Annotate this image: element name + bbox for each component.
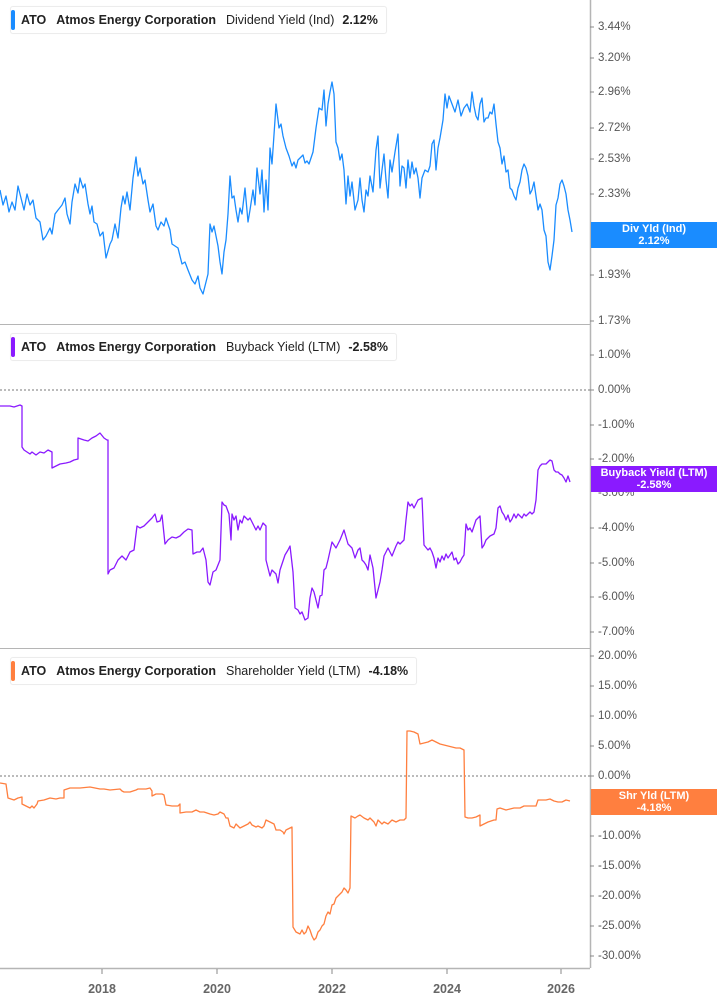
series-color-swatch [11, 10, 15, 30]
series-color-swatch [11, 337, 15, 357]
y-tick-label: -15.00% [598, 860, 641, 872]
ticker-label: ATO [21, 664, 47, 678]
company-label: Atmos Energy Corporation [56, 664, 216, 678]
y-tick-label: 3.20% [598, 52, 631, 64]
ticker-label: ATO [21, 13, 47, 27]
x-tick-label: 2022 [318, 982, 346, 996]
x-tick-label: 2018 [88, 982, 116, 996]
y-tick-label: -6.00% [598, 591, 635, 603]
x-tick-label: 2024 [433, 982, 461, 996]
flag-value: 2.12% [638, 235, 670, 247]
x-tick-marks [101, 969, 562, 974]
x-tick-label: 2020 [203, 982, 231, 996]
y-tick-label: 1.93% [598, 269, 631, 281]
y-tick-label: 0.00% [598, 770, 631, 782]
company-label: Atmos Energy Corporation [56, 13, 216, 27]
x-tick-label: 2026 [547, 982, 575, 996]
y-tick-label: -1.00% [598, 419, 635, 431]
flag-label: Div Yld (Ind) [622, 223, 686, 235]
company-label: Atmos Energy Corporation [56, 340, 216, 354]
metric-label: Buyback Yield (LTM) [225, 340, 341, 354]
y-tick-label: 2.53% [598, 153, 631, 165]
y-tick-label: 10.00% [598, 710, 638, 722]
metric-label: Shareholder Yield (LTM) [225, 664, 361, 678]
y-tick-label: -4.00% [598, 522, 635, 534]
current-value-flag-dividend: Div Yld (Ind) 2.12% [591, 222, 717, 248]
y-tick-label: -7.00% [598, 626, 635, 638]
flag-label: Buyback Yield (LTM) [600, 467, 708, 479]
y-tick-label: 2.33% [598, 188, 631, 200]
dividend-yield-line [0, 81, 573, 295]
legend-dividend-yield[interactable]: ATO Atmos Energy Corporation Dividend Yi… [10, 6, 387, 34]
y-tick-label: -10.00% [598, 830, 641, 842]
y-tick-marks [590, 26, 594, 957]
y-tick-label: 2.96% [598, 86, 631, 98]
metric-value: 2.12% [342, 13, 378, 27]
y-tick-label: 15.00% [598, 680, 638, 692]
buyback-yield-line [0, 404, 571, 621]
y-tick-label: 1.73% [598, 315, 631, 327]
y-tick-label: -5.00% [598, 557, 635, 569]
metric-value: -2.58% [348, 340, 388, 354]
flag-value: -4.18% [636, 802, 672, 814]
y-tick-label: -20.00% [598, 890, 641, 902]
y-tick-label: 1.00% [598, 349, 631, 361]
y-tick-label: -25.00% [598, 920, 641, 932]
y-tick-label: 20.00% [598, 650, 638, 662]
ticker-label: ATO [21, 340, 47, 354]
current-value-flag-buyback: Buyback Yield (LTM) -2.58% [591, 466, 717, 492]
flag-label: Shr Yld (LTM) [618, 790, 690, 802]
y-tick-label: 0.00% [598, 384, 631, 396]
legend-shareholder-yield[interactable]: ATO Atmos Energy Corporation Shareholder… [10, 657, 418, 685]
y-tick-label: -2.00% [598, 453, 635, 465]
y-tick-label: 3.44% [598, 21, 631, 33]
y-tick-label: -30.00% [598, 950, 641, 962]
shareholder-yield-line [0, 730, 571, 941]
flag-value: -2.58% [636, 479, 672, 491]
y-tick-label: 2.72% [598, 122, 631, 134]
current-value-flag-shareholder: Shr Yld (LTM) -4.18% [591, 789, 717, 815]
metric-value: -4.18% [368, 664, 409, 678]
metric-label: Dividend Yield (Ind) [225, 13, 335, 27]
legend-buyback-yield[interactable]: ATO Atmos Energy Corporation Buyback Yie… [10, 333, 397, 361]
series-color-swatch [11, 661, 15, 681]
y-tick-label: 5.00% [598, 740, 631, 752]
